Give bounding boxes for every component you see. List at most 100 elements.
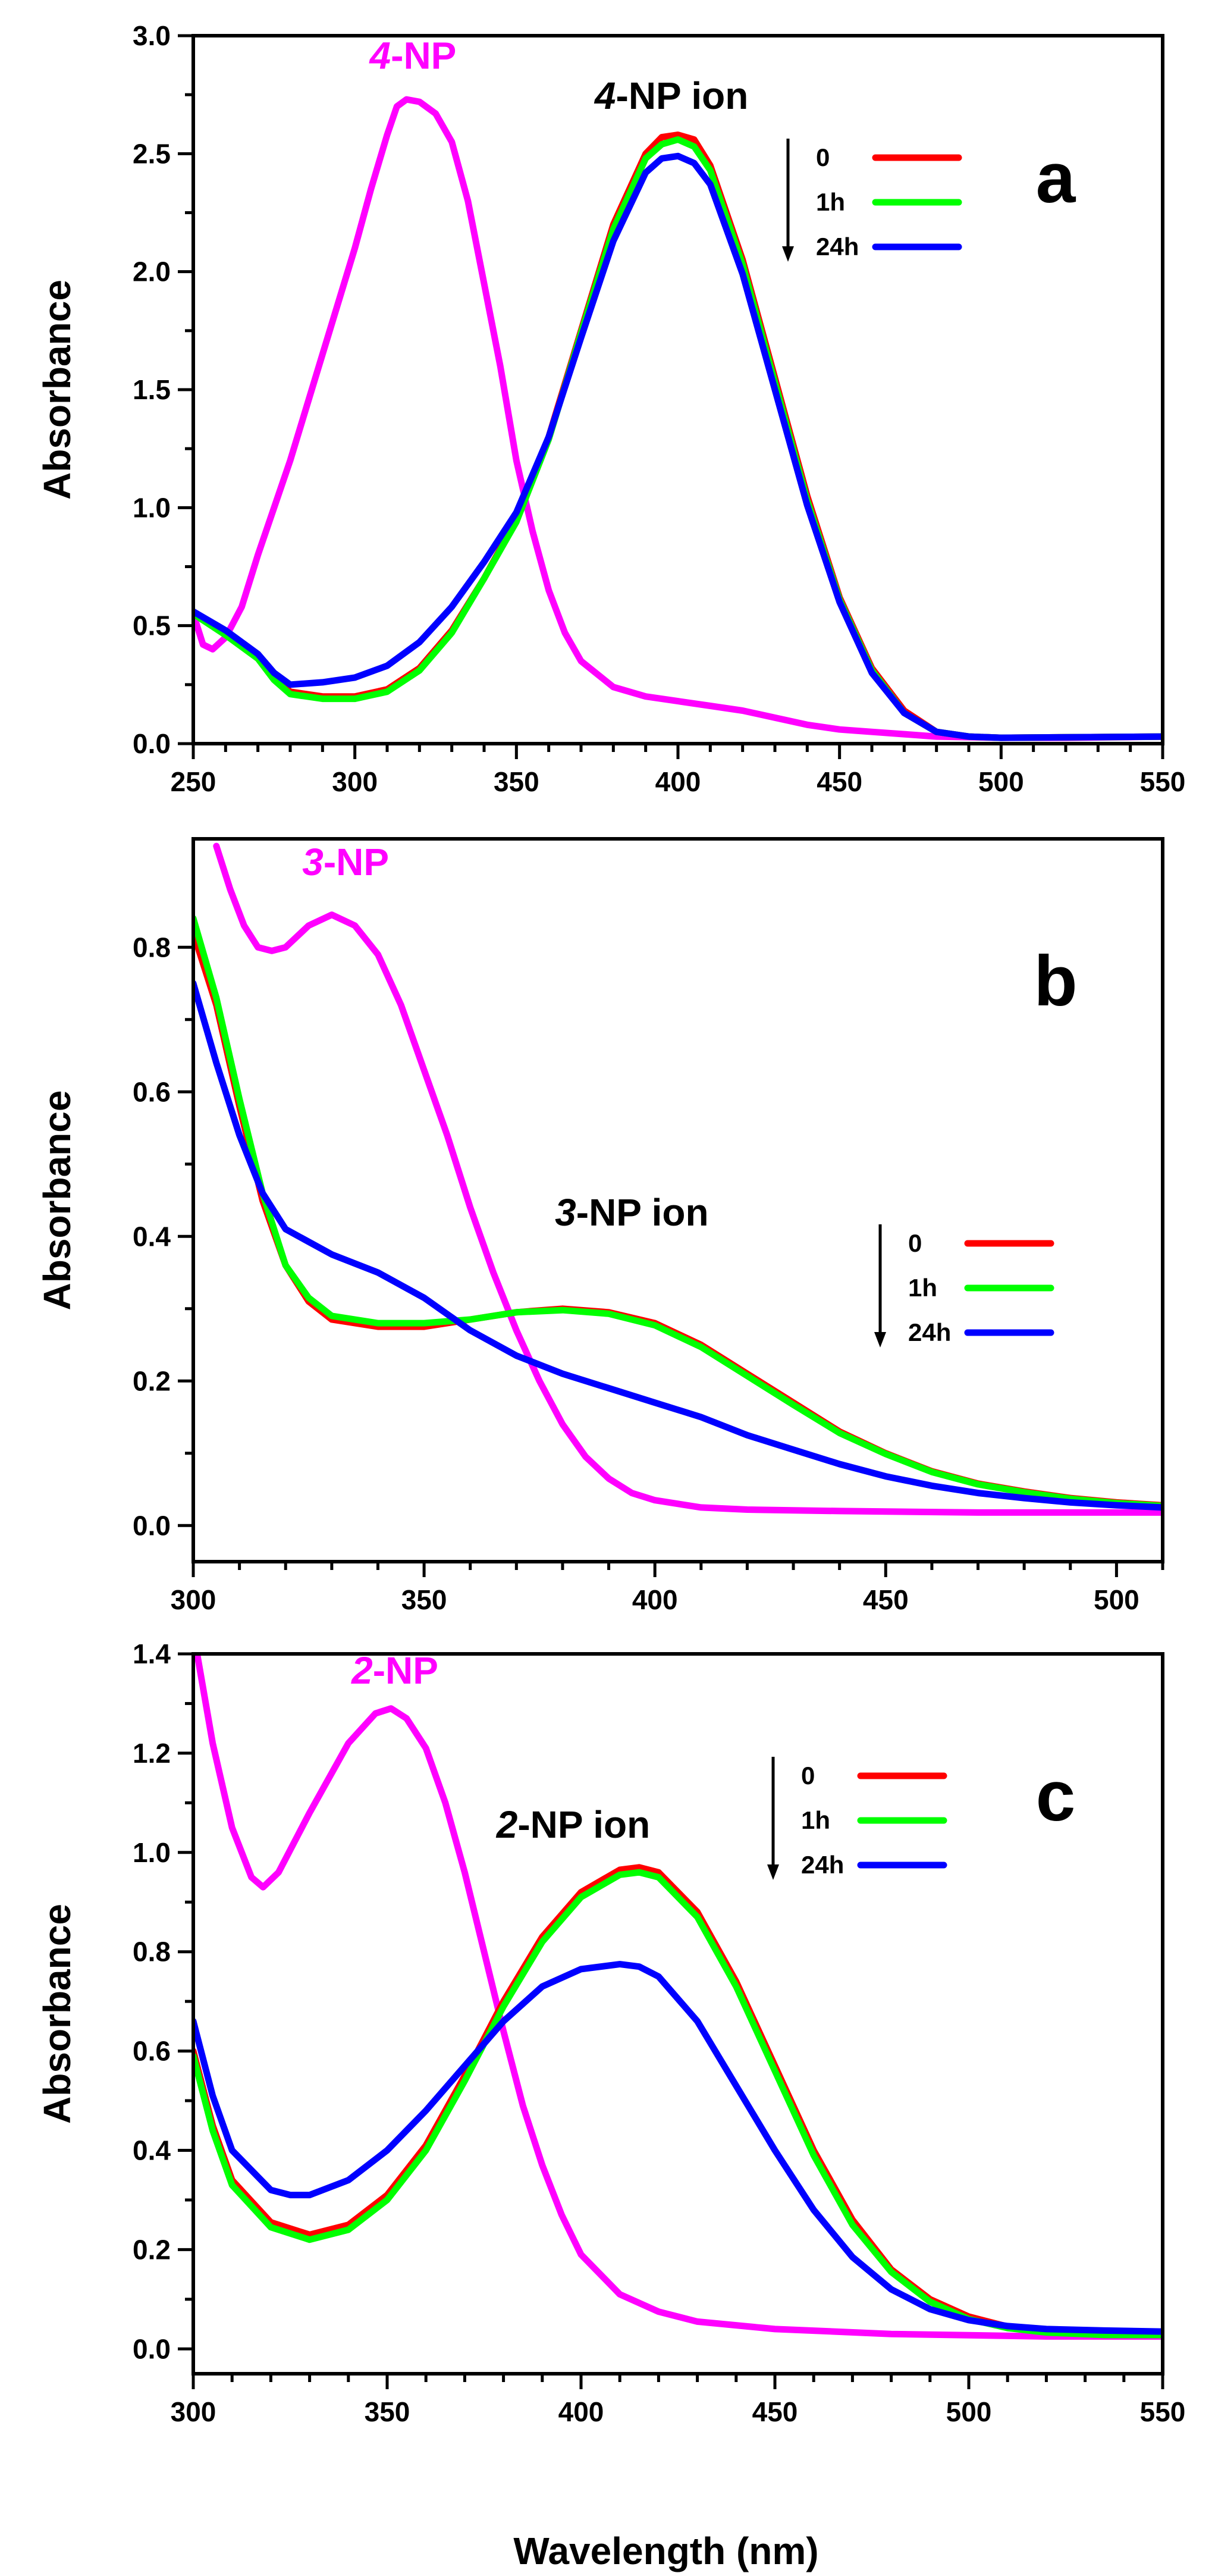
panel-c: 300 350 400 450 500 550 0.0 0.2 0.4 0.6 0.8 1.0 1.2…	[36, 1638, 1185, 2427]
panel-b-legend-label: 1h	[908, 1274, 937, 1302]
panel-a-annotation-number: 4	[594, 74, 616, 117]
panel-c-x-tick-label: 500	[946, 2396, 992, 2427]
panel-c-annotation-text: -NP ion	[517, 1803, 650, 1846]
panel-b-x-tick-label: 450	[863, 1584, 909, 1615]
panel-c-annotations: 2-NP2-NP ion	[351, 1649, 650, 1846]
panel-c-x-tick-label: 400	[558, 2396, 604, 2427]
panel-c-y-tick-label: 1.2	[133, 1738, 171, 1769]
panel-a-x-tick-label: 550	[1140, 766, 1186, 797]
panel-a-y-tick-label: 1.5	[133, 374, 171, 405]
panel-a-y-axis-label: Absorbance	[36, 280, 79, 500]
panel-b-annotation: 3-NP ion	[555, 1191, 708, 1234]
panel-a-legend-arrow-head-icon	[782, 246, 794, 262]
panel-c-annotation-number: 2	[496, 1803, 518, 1846]
panel-c-legend-label: 1h	[801, 1806, 830, 1834]
panel-a-annotation-number: 4	[369, 35, 391, 77]
panel-c-series	[193, 1654, 1163, 2340]
panel-a-y-tick-label: 2.0	[133, 256, 171, 287]
panel-a-x-tick-label: 300	[332, 766, 378, 797]
panel-c-x-tick-label: 450	[752, 2396, 798, 2427]
panel-a-y-tick-label: 3.0	[133, 20, 171, 51]
panel-a-legend-label: 1h	[816, 188, 845, 216]
panel-c-x-tick-label: 550	[1140, 2396, 1186, 2427]
panel-a-x-tick-labels: 250 300 350 400 450 500 550	[171, 766, 1186, 797]
panel-a-annotation-text: -NP	[391, 35, 456, 77]
panel-b-annotation: 3-NP	[302, 841, 389, 883]
panel-a-legend-label: 24h	[816, 233, 859, 261]
panel-b-annotation-text: -NP	[324, 841, 389, 883]
panel-a-series	[193, 96, 1163, 741]
panel-a-ticks	[178, 34, 1164, 759]
panel-c-legend-label: 0	[801, 1762, 815, 1790]
panel-b-annotation-number: 3	[302, 841, 324, 883]
panel-b-ticks	[178, 945, 1164, 1577]
panel-a-y-tick-label: 0.0	[133, 728, 171, 759]
panel-c-y-tick-label: 0.4	[133, 2135, 171, 2166]
panel-c-letter: c	[1036, 1756, 1076, 1836]
panel-b-y-axis-label: Absorbance	[36, 1090, 79, 1311]
panel-c-annotation-number: 2	[351, 1649, 373, 1692]
panel-b-x-tick-labels: 300 350 400 450 500	[171, 1584, 1139, 1615]
panel-c-x-tick-labels: 300 350 400 450 500 550	[171, 2396, 1186, 2427]
x-axis-label: Wavelength (nm)	[513, 2530, 818, 2572]
panel-b: 300 350 400 450 500 0.0 0.2 0.4 0.6 0.8 Absorban…	[36, 837, 1164, 1615]
panel-c-series-2-np	[194, 1654, 1163, 2340]
panel-b-legend-label: 0	[908, 1229, 922, 1257]
panel-c-annotation-text: -NP	[373, 1649, 438, 1692]
panel-b-legend-arrow-head-icon	[874, 1332, 886, 1347]
panel-b-y-tick-label: 0.4	[133, 1221, 171, 1252]
panel-b-annotation-number: 3	[555, 1191, 576, 1234]
panel-a-series-4-np	[193, 96, 1163, 741]
panel-a-letter: a	[1036, 138, 1076, 218]
panel-c-x-tick-label: 300	[171, 2396, 216, 2427]
panel-a-x-tick-label: 450	[817, 766, 862, 797]
panel-b-x-tick-label: 500	[1094, 1584, 1139, 1615]
panel-b-series-24h	[193, 980, 1163, 1511]
panel-b-y-tick-label: 0.8	[133, 932, 171, 963]
panel-b-annotation-text: -NP ion	[576, 1191, 709, 1234]
panel-a-annotation: 4-NP	[369, 35, 457, 77]
panel-b-x-tick-label: 350	[401, 1584, 447, 1615]
panel-b-legend: 0 1h 24h	[874, 1224, 1054, 1347]
panel-a-series-24h	[193, 152, 1163, 741]
panel-c-legend-label: 24h	[801, 1851, 844, 1879]
panel-c-legend-arrow-head-icon	[767, 1864, 779, 1880]
panel-a-x-tick-label: 400	[655, 766, 701, 797]
panel-a-y-tick-labels: 0.0 0.5 1.0 1.5 2.0 2.5 3.0	[133, 20, 171, 759]
panel-b-letter: b	[1034, 941, 1077, 1021]
panel-b-y-tick-label: 0.0	[133, 1510, 171, 1541]
panel-b-series-3-np	[213, 842, 1163, 1516]
panel-c-y-axis-label: Absorbance	[36, 1904, 79, 2124]
panel-c-y-tick-label: 1.0	[133, 1837, 171, 1868]
panel-a-legend: 0 1h 24h	[782, 139, 962, 262]
panel-b-y-tick-label: 0.2	[133, 1365, 171, 1396]
panel-c-series-24h	[193, 1961, 1163, 2335]
panel-b-series	[193, 842, 1163, 1516]
panel-b-frame	[191, 837, 1164, 1563]
panel-a-x-tick-label: 250	[171, 766, 216, 797]
panel-a-legend-label: 0	[816, 143, 830, 171]
panel-c-y-tick-label: 0.0	[133, 2333, 171, 2364]
panel-a-annotations: 4-NP4-NP ion	[369, 35, 749, 117]
panel-c-y-tick-label: 0.6	[133, 2036, 171, 2067]
panel-c-y-tick-label: 0.2	[133, 2234, 171, 2265]
panel-b-series-1h	[193, 915, 1163, 1509]
panel-a-annotation-text: -NP ion	[616, 74, 749, 117]
panel-a-y-tick-label: 2.5	[133, 138, 171, 169]
panel-b-x-tick-label: 300	[171, 1584, 216, 1615]
panel-a-annotation: 4-NP ion	[594, 74, 748, 117]
panel-b-annotations: 3-NP3-NP ion	[302, 841, 708, 1234]
panel-a-y-tick-label: 1.0	[133, 492, 171, 523]
panel-a: 250 300 350 400 450 500 550 0.0 0.5 1.0 1.5 2.0 2.5…	[36, 20, 1185, 797]
panel-c-annotation: 2-NP ion	[496, 1803, 650, 1846]
panel-c-ticks	[178, 1652, 1164, 2389]
panel-c-annotation: 2-NP	[351, 1649, 438, 1692]
panel-b-legend-label: 24h	[908, 1318, 951, 1346]
panel-b-y-tick-label: 0.6	[133, 1076, 171, 1107]
panel-c-y-tick-label: 0.8	[133, 1936, 171, 1967]
panel-a-x-tick-label: 350	[494, 766, 539, 797]
panel-c-x-tick-label: 350	[365, 2396, 410, 2427]
panel-c-frame	[191, 1652, 1164, 2376]
panel-c-y-tick-labels: 0.0 0.2 0.4 0.6 0.8 1.0 1.2 1.4	[133, 1638, 171, 2364]
